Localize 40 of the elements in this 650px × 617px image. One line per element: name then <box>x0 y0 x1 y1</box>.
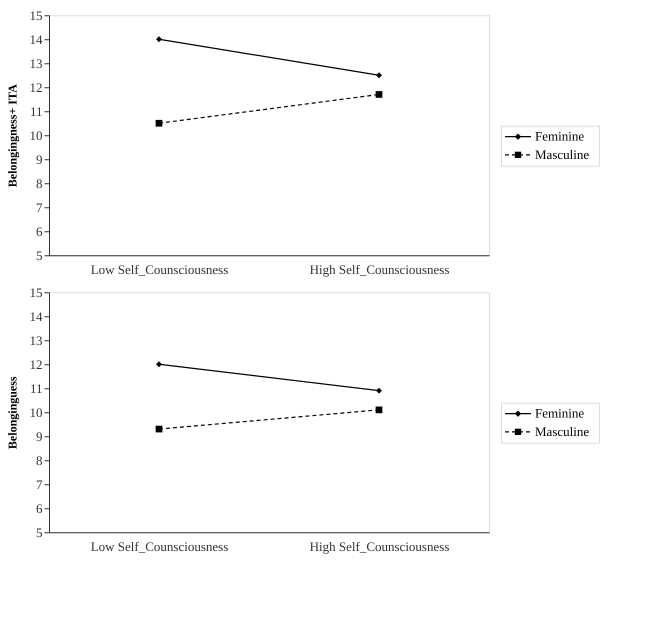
point <box>156 426 162 432</box>
y-tick-label: 6 <box>36 224 43 239</box>
y-tick-label: 7 <box>36 200 43 215</box>
y-axis-title: Belonginguess <box>6 376 20 450</box>
y-tick-label: 15 <box>30 284 42 300</box>
legend-label: Feminine <box>535 406 584 421</box>
point <box>156 361 162 368</box>
y-tick-label: 6 <box>36 500 43 516</box>
y-tick-label: 9 <box>36 152 42 167</box>
y-tick-label: 8 <box>36 176 42 191</box>
y-tick-label: 11 <box>30 380 42 396</box>
y-tick-label: 14 <box>30 32 43 47</box>
y-tick-label: 5 <box>36 524 42 540</box>
legend-label: Feminine <box>535 128 584 144</box>
x-tick-label: High Self_Counsciousness <box>310 262 450 277</box>
point <box>156 120 162 127</box>
point <box>376 91 382 98</box>
y-tick-label: 7 <box>36 476 43 492</box>
y-tick-label: 5 <box>36 248 42 263</box>
x-tick-label: Low Self_Counsciousness <box>90 538 228 554</box>
x-tick-label: Low Self_Counsciousness <box>90 262 228 277</box>
legend-label: Masculine <box>535 146 590 162</box>
y-tick-label: 13 <box>30 56 42 71</box>
y-tick-label: 8 <box>36 452 42 468</box>
y-tick-label: 15 <box>30 8 42 23</box>
y-tick-label: 12 <box>30 80 42 95</box>
legend-label: Masculine <box>535 424 590 439</box>
y-tick-label: 11 <box>30 104 42 119</box>
point <box>156 36 162 42</box>
y-axis-title: Belongingness+ ITA <box>6 84 20 188</box>
y-tick-label: 14 <box>30 308 43 324</box>
y-tick-label: 9 <box>36 428 42 444</box>
y-tick-label: 10 <box>30 404 42 420</box>
point <box>376 388 382 394</box>
y-tick-label: 13 <box>30 332 42 348</box>
x-tick-label: High Self_Counsciousness <box>310 538 450 554</box>
y-tick-label: 10 <box>30 128 42 143</box>
y-tick-label: 12 <box>30 356 42 372</box>
point <box>376 406 382 414</box>
point <box>376 72 382 78</box>
